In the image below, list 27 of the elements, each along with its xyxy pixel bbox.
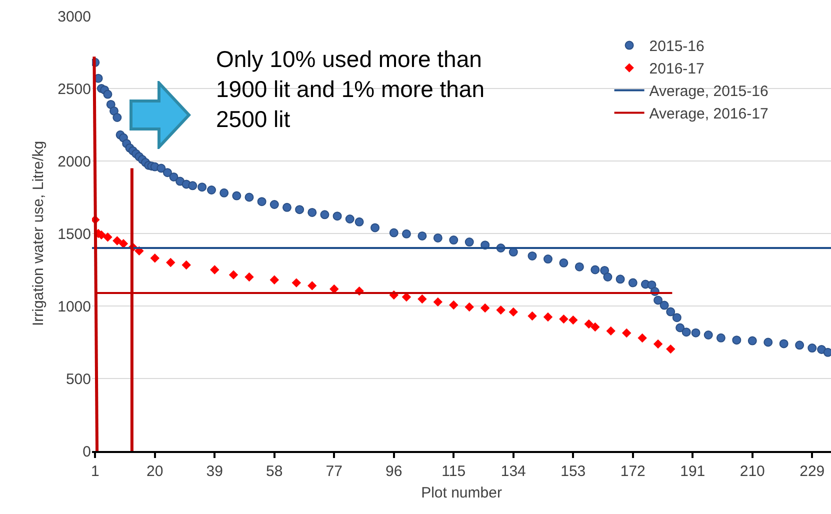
y-axis-title: Irrigation water use, Litre/kg <box>30 140 47 326</box>
y-tick-label: 1500 <box>58 226 91 243</box>
x-axis-title: Plot number <box>421 484 502 502</box>
x-tick-label: 210 <box>740 463 765 480</box>
x-tick-label: 172 <box>620 463 646 480</box>
legend-label: 2016-17 <box>649 60 704 78</box>
x-tick-label: 1 <box>90 463 100 480</box>
legend-label: Average, 2015-16 <box>649 83 768 100</box>
x-tick-label: 153 <box>560 463 586 480</box>
x-tick-label: 77 <box>326 463 342 480</box>
legend-label: 2015-16 <box>649 38 704 56</box>
x-tick-label: 58 <box>266 463 283 480</box>
x-tick-label: 39 <box>206 463 223 480</box>
x-tick-label: 191 <box>680 463 706 480</box>
annotation: Only 10% used more than 1900 lit and 1% more than 2500 lit <box>216 46 485 132</box>
x-tick-label: 134 <box>500 463 526 480</box>
x-tick-label: 115 <box>442 463 466 480</box>
x-tick-label: 229 <box>800 463 825 480</box>
y-tick-label: 3000 <box>58 8 91 26</box>
y-tick-label: 2000 <box>58 153 91 170</box>
legend-label: Average, 2016-17 <box>649 106 768 123</box>
x-tick-label: 96 <box>386 463 402 480</box>
y-tick-label: 500 <box>66 370 91 388</box>
y-tick-label: 1000 <box>58 298 91 316</box>
x-tick-label: 20 <box>146 463 164 480</box>
y-tick-label: 2500 <box>58 80 91 98</box>
y-tick-label: 0 <box>82 443 91 460</box>
